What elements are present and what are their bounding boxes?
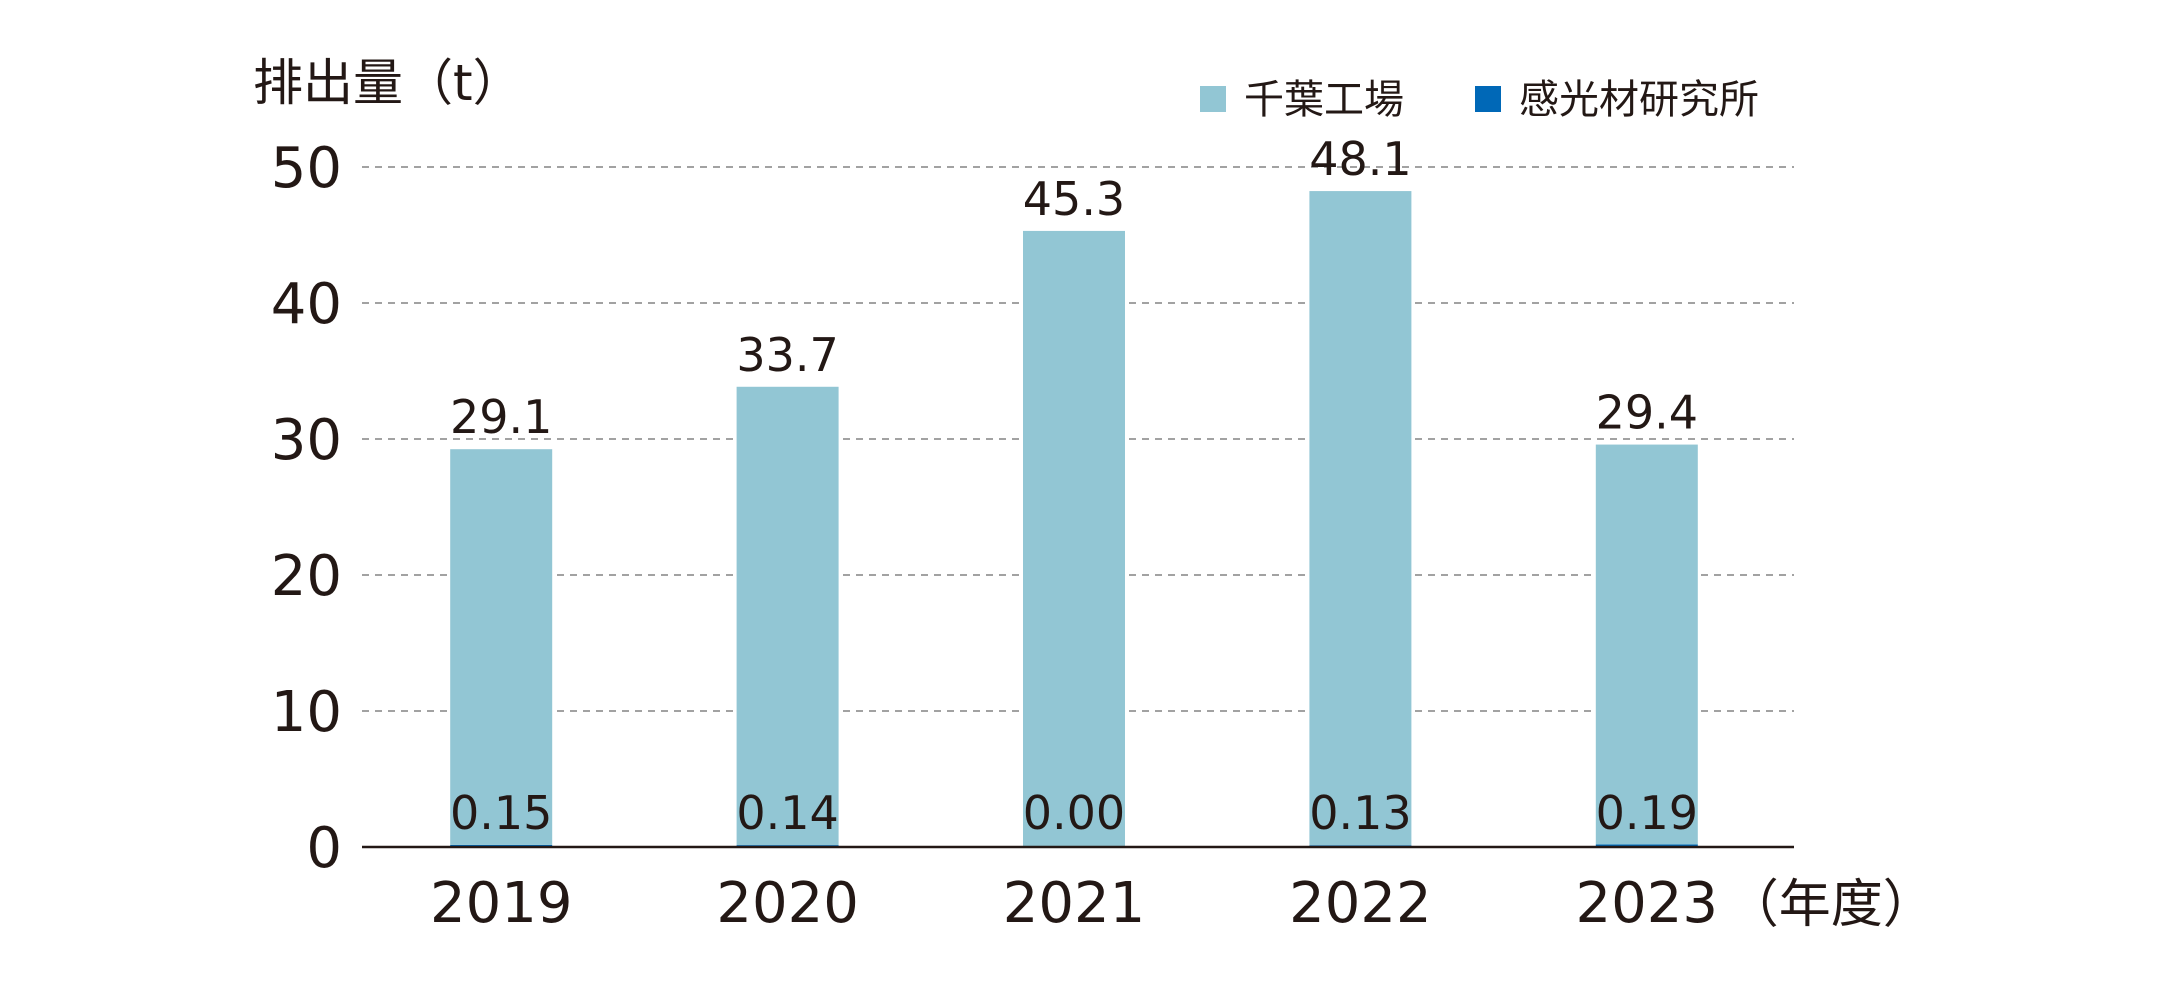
data-label-chiba-kojo: 29.1: [450, 390, 552, 444]
bar-chiba-kojo: [736, 386, 839, 846]
x-axis-unit-label: （年度）: [1727, 875, 1935, 935]
y-tick-label: 50: [271, 136, 342, 201]
legend-item-kankozai-kenkyujo: 感光材研究所: [1475, 77, 1759, 123]
legend-label: 千葉工場: [1244, 77, 1404, 123]
data-label-chiba-kojo: 45.3: [1023, 172, 1125, 226]
bar-kankozai-kenkyujo: [1595, 844, 1698, 847]
y-tick-label: 20: [271, 544, 342, 609]
legend: 千葉工場 感光材研究所: [1200, 77, 1759, 123]
x-tick-label: 2021: [1003, 871, 1146, 936]
y-axis-title: 排出量（t）: [253, 54, 523, 112]
y-tick-label: 30: [271, 408, 342, 473]
data-label-chiba-kojo: 29.4: [1596, 386, 1698, 440]
bar-chiba-kojo: [1595, 444, 1698, 845]
legend-swatch: [1475, 86, 1501, 112]
data-label-chiba-kojo: 48.1: [1309, 132, 1411, 186]
data-label-kankozai-kenkyujo: 0.00: [1023, 786, 1125, 840]
data-label-kankozai-kenkyujo: 0.14: [736, 786, 838, 840]
x-tick-label: 2019: [430, 871, 573, 936]
x-tick-label: 2020: [716, 871, 859, 936]
data-labels: 29.1 0.15 33.7 0.14 45.3 0.00 48.1 0.13 29.4 0.19: [450, 132, 1698, 840]
legend-item-chiba-kojo: 千葉工場: [1200, 77, 1404, 123]
bars: [450, 191, 1698, 848]
x-tick-label: 2022: [1289, 871, 1432, 936]
x-tick-label: 2023: [1576, 871, 1719, 936]
y-tick-label: 10: [271, 680, 342, 745]
bar-chiba-kojo: [1309, 191, 1412, 846]
data-label-kankozai-kenkyujo: 0.15: [450, 786, 552, 840]
legend-swatch: [1200, 86, 1226, 112]
bar-chiba-kojo: [1023, 230, 1125, 848]
data-label-kankozai-kenkyujo: 0.19: [1596, 786, 1698, 840]
data-label-kankozai-kenkyujo: 0.13: [1309, 786, 1411, 840]
bar-chiba-kojo: [450, 449, 553, 845]
y-tick-label: 40: [271, 272, 342, 337]
data-label-chiba-kojo: 33.7: [736, 328, 838, 382]
legend-label: 感光材研究所: [1519, 77, 1759, 123]
y-tick-label: 0: [306, 816, 342, 881]
axes: 0 10 20 30 40 50 2019 2020 2021 2022 2023: [271, 136, 1794, 936]
